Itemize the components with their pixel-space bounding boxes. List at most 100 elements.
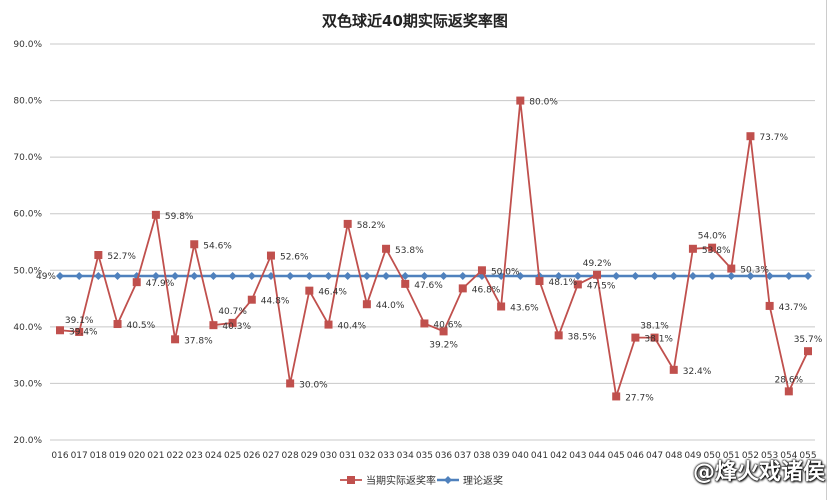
actual-point bbox=[439, 327, 448, 336]
x-tick-label: 039 bbox=[493, 451, 510, 461]
x-tick-label: 032 bbox=[358, 451, 375, 461]
actual-data-label: 28.6% bbox=[775, 375, 804, 385]
x-tick-label: 024 bbox=[205, 451, 222, 461]
actual-data-label: 40.5% bbox=[127, 321, 156, 331]
actual-data-label: 32.4% bbox=[683, 367, 712, 377]
actual-data-label: 40.3% bbox=[222, 322, 251, 332]
x-tick-label: 045 bbox=[608, 451, 625, 461]
legend-actual-label: 当期实际返奖率 bbox=[366, 474, 436, 487]
actual-data-label: 47.9% bbox=[146, 279, 175, 289]
x-tick-label: 048 bbox=[665, 451, 682, 461]
actual-data-label: 27.7% bbox=[625, 393, 654, 403]
actual-data-label: 59.8% bbox=[165, 212, 194, 222]
actual-point bbox=[382, 244, 391, 253]
theory-point bbox=[516, 271, 525, 280]
actual-data-label: 47.6% bbox=[414, 281, 443, 291]
legend-theory-label: 理论返奖 bbox=[463, 474, 503, 487]
theory-point bbox=[669, 271, 678, 280]
x-tick-label: 049 bbox=[684, 451, 701, 461]
x-tick-label: 034 bbox=[397, 451, 414, 461]
actual-data-label: 37.8% bbox=[184, 336, 213, 346]
actual-point bbox=[190, 240, 199, 249]
actual-data-label: 39.2% bbox=[429, 340, 458, 350]
theory-point bbox=[286, 271, 295, 280]
actual-point bbox=[247, 295, 256, 304]
theory-point bbox=[94, 271, 103, 280]
x-tick-label: 022 bbox=[166, 451, 183, 461]
theory-point bbox=[804, 271, 812, 280]
theory-point bbox=[727, 271, 736, 280]
actual-point bbox=[324, 320, 333, 329]
actual-point bbox=[266, 251, 275, 260]
actual-data-label: 30.0% bbox=[299, 380, 328, 390]
theory-point bbox=[612, 271, 621, 280]
actual-data-label: 53.8% bbox=[702, 246, 731, 256]
theory-point bbox=[439, 271, 448, 280]
actual-point bbox=[362, 300, 371, 309]
actual-point bbox=[746, 132, 755, 141]
y-tick-label: 20.0% bbox=[13, 436, 42, 446]
theory-point bbox=[650, 271, 659, 280]
x-tick-label: 029 bbox=[301, 451, 318, 461]
actual-data-label: 73.7% bbox=[759, 133, 788, 143]
actual-data-label: 50.0% bbox=[491, 267, 520, 277]
actual-data-label: 44.0% bbox=[376, 301, 405, 311]
watermark: @烽火戏诸侯 bbox=[692, 460, 825, 485]
actual-data-label: 46.8% bbox=[472, 285, 501, 295]
x-tick-label: 027 bbox=[262, 451, 279, 461]
actual-data-label: 43.6% bbox=[510, 303, 539, 313]
actual-point bbox=[401, 279, 410, 288]
actual-point bbox=[151, 210, 160, 219]
theory-point bbox=[343, 271, 352, 280]
x-tick-label: 040 bbox=[512, 451, 529, 461]
actual-data-label: 38.1% bbox=[644, 335, 673, 345]
y-tick-label: 30.0% bbox=[13, 379, 42, 389]
theory-point bbox=[554, 271, 563, 280]
theory-point bbox=[305, 271, 314, 280]
theory-point bbox=[784, 271, 793, 280]
actual-data-label: 47.5% bbox=[587, 281, 616, 291]
actual-data-label: 38.5% bbox=[568, 332, 597, 342]
actual-data-label: 39.1% bbox=[65, 316, 94, 326]
actual-data-label: 49.2% bbox=[583, 259, 612, 269]
actual-point bbox=[228, 318, 237, 327]
theory-point bbox=[56, 271, 64, 280]
theory-point bbox=[75, 271, 84, 280]
actual-data-label: 38.1% bbox=[640, 322, 669, 332]
x-tick-label: 041 bbox=[531, 451, 548, 461]
actual-point bbox=[593, 270, 602, 279]
actual-data-label: 40.7% bbox=[218, 307, 247, 317]
x-tick-label: 037 bbox=[454, 451, 471, 461]
actual-data-label: 35.7% bbox=[794, 335, 823, 345]
actual-data-label: 39.4% bbox=[69, 327, 98, 337]
actual-data-label: 50.3% bbox=[740, 266, 769, 276]
x-tick-label: 051 bbox=[723, 451, 740, 461]
theory-point bbox=[688, 271, 697, 280]
actual-point bbox=[784, 387, 793, 396]
x-tick-label: 031 bbox=[339, 451, 356, 461]
y-tick-label: 40.0% bbox=[13, 323, 42, 333]
y-tick-label: 80.0% bbox=[13, 97, 42, 107]
x-tick-label: 025 bbox=[224, 451, 241, 461]
x-tick-label: 055 bbox=[799, 451, 816, 461]
theory-point bbox=[151, 271, 160, 280]
actual-point bbox=[75, 327, 84, 336]
actual-point bbox=[765, 301, 774, 310]
actual-point bbox=[209, 321, 218, 330]
x-tick-label: 036 bbox=[435, 451, 452, 461]
actual-point bbox=[535, 277, 544, 286]
theory-point bbox=[631, 271, 640, 280]
actual-data-label: 52.6% bbox=[280, 253, 309, 263]
actual-point bbox=[113, 320, 122, 329]
actual-point bbox=[56, 326, 64, 335]
x-tick-label: 044 bbox=[588, 451, 605, 461]
x-tick-label: 050 bbox=[704, 451, 721, 461]
x-tick-label: 030 bbox=[320, 451, 337, 461]
x-tick-label: 035 bbox=[416, 451, 433, 461]
theory-point bbox=[362, 271, 371, 280]
actual-data-label: 54.6% bbox=[203, 241, 232, 251]
legend-theory-marker bbox=[444, 476, 452, 484]
actual-point bbox=[477, 266, 486, 275]
x-tick-label: 052 bbox=[742, 451, 759, 461]
x-tick-label: 018 bbox=[90, 451, 107, 461]
